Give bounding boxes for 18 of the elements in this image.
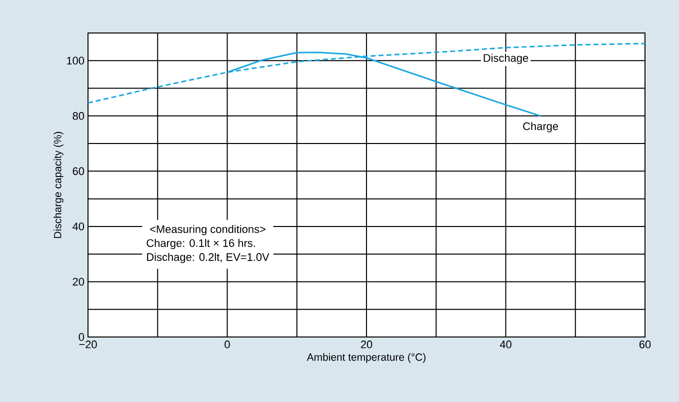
y-tick-label: 40 [72,222,84,230]
x-tick-label: −20 [79,340,97,348]
series-label: Charge [523,122,558,132]
x-tick-label: 20 [360,340,372,348]
annotation: Dischage: 0.2lt, EV=1.0V [147,252,270,264]
annotation: <Measuring conditions> [150,224,266,236]
y-tick-label: 0 [78,333,84,341]
y-tick-label: 60 [72,167,84,176]
x-tick-label: 40 [500,340,512,348]
x-tick-label: 0 [224,340,230,348]
x-axis-title: Ambient temperature (°C) [306,353,426,363]
series-label: Dischage [484,54,528,64]
y-tick-label: 80 [72,112,84,120]
y-tick-label: 100 [67,56,84,65]
y-tick-label: 20 [72,278,84,286]
y-axis-title: Discharge capacity (%) [54,132,64,238]
x-tick-label: 60 [639,340,651,348]
annotation: Charge: 0.1lt × 16 hrs. [146,238,255,250]
